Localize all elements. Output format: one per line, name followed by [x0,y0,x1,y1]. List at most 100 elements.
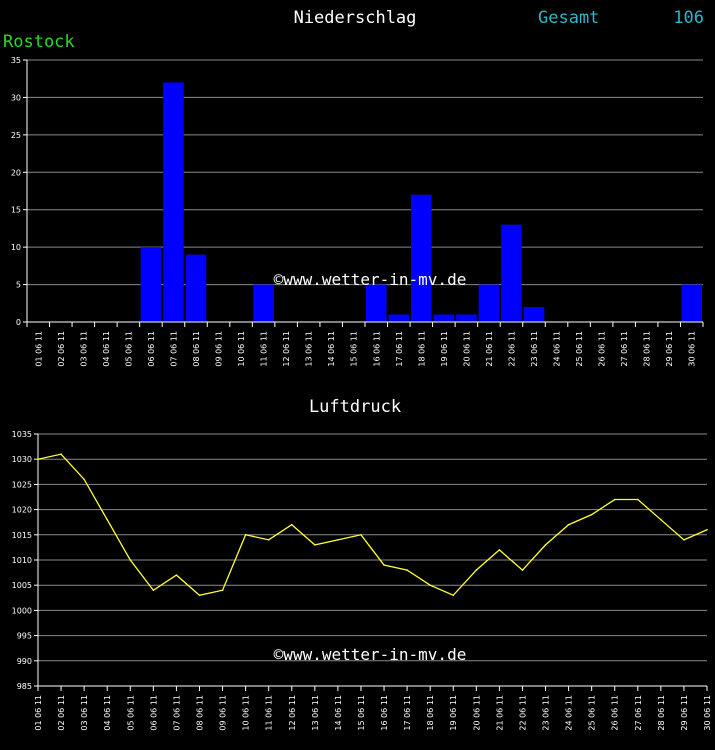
precipitation-chart: 0 5 10 15 20 25 30 35 01 06 11 02 06 11 03 06 11 04… [11,56,704,367]
x-tick-label: 02 06 11 [57,331,66,367]
x-tick-label: 15 06 11 [357,695,366,731]
x-tick-label: 01 06 11 [34,331,43,367]
point-25.06.11 [590,513,593,516]
point-21.06.11 [498,549,501,551]
x-tick-label: 30 06 11 [688,331,697,367]
bar-23.06.11 [523,307,545,322]
x-tick-label: 06 06 11 [149,695,158,731]
x-tick-label: 14 06 11 [327,331,336,367]
total-label: Gesamt [538,8,599,28]
x-tick-label: 23 06 11 [530,331,539,367]
y-tick-label: 10 [11,243,21,252]
precipitation-title: Niederschlag [294,8,417,28]
bar-18.06.11 [411,194,432,322]
x-tick-label: 13 06 11 [311,695,320,731]
point-22.06.11 [521,569,524,571]
x-tick-label: 28 06 11 [643,331,652,367]
x-tick-label: 18 06 11 [426,695,435,731]
point-17.06.11 [406,569,408,571]
x-tick-label: 16 06 11 [380,695,389,731]
x-tick-label: 18 06 11 [417,331,426,367]
y-tick-label: 1020 [12,506,32,515]
bar-22.06.11 [501,224,522,322]
x-tick-label: 21 06 11 [495,695,504,731]
x-tick-label: 25 06 11 [588,695,597,731]
point-04.06.11 [106,518,109,521]
bar-17.06.11 [388,314,410,322]
y-tick-label: 35 [11,56,21,65]
x-tick-label: 07 06 11 [172,695,181,731]
y-tick-label: 1000 [12,606,32,615]
x-tick-label: 06 06 11 [147,331,156,367]
y-tick-label: 995 [17,632,32,641]
x-tick-label: 19 06 11 [440,331,449,367]
point-10.06.11 [244,534,247,536]
pressure-title: Luftdruck [309,397,401,417]
y-tick-label: 1005 [12,581,32,590]
x-tick-label: 30 06 11 [703,695,712,731]
x-tick-label: 13 06 11 [305,331,314,367]
bar-30.06.11 [681,284,702,322]
point-23.06.11 [544,544,547,546]
y-tick-label: 15 [11,206,21,215]
pressure-line [37,453,708,597]
point-20.06.11 [475,569,478,571]
y-tick-label: 5 [16,281,21,290]
bar-07.06.11 [163,82,184,322]
point-16.06.11 [383,564,385,566]
y-tick-label: 1030 [12,455,32,464]
y-tick-label: 25 [11,131,21,140]
total-value: 106 [673,8,704,28]
x-tick-label: 20 06 11 [462,331,471,367]
y-tick-label: 1025 [12,480,32,489]
x-tick-label: 27 06 11 [634,695,643,731]
point-28.06.11 [660,518,662,521]
x-tick-label: 14 06 11 [334,695,343,731]
y-tick-label: 1035 [12,430,32,439]
y-tick-label: 985 [17,682,32,691]
x-tick-label: 05 06 11 [124,331,133,367]
bar-08.06.11 [185,254,207,322]
x-tick-label: 17 06 11 [403,695,412,731]
y-tick-label: 1015 [12,531,32,540]
x-tick-label: 24 06 11 [565,695,574,731]
x-tick-label: 08 06 11 [195,695,204,731]
x-tick-label: 27 06 11 [620,331,629,367]
point-15.06.11 [360,534,362,536]
x-tick-label: 12 06 11 [282,331,291,367]
x-tick-label: 19 06 11 [449,695,458,731]
point-09.06.11 [221,589,224,592]
x-tick-label: 29 06 11 [665,331,674,367]
bar-16.06.11 [366,284,387,322]
x-tick-label: 21 06 11 [485,331,494,367]
x-tick-label: 07 06 11 [169,331,178,367]
point-11.06.11 [267,539,270,541]
point-24.06.11 [567,523,570,526]
pressure-chart: 985 990 995 1000 1005 1010 1015 1020 1025 1030 103… [12,430,712,731]
x-tick-label: 20 06 11 [472,695,481,731]
y-tick-label: 30 [11,93,21,102]
point-14.06.11 [337,539,339,541]
x-tick-label: 11 06 11 [260,331,269,367]
x-tick-label: 01 06 11 [34,695,43,731]
point-12.06.11 [290,523,293,526]
x-tick-label: 05 06 11 [126,695,135,731]
point-06.06.11 [152,589,155,592]
x-tick-label: 15 06 11 [350,331,359,367]
x-tick-label: 09 06 11 [215,331,224,367]
x-tick-label: 10 06 11 [242,695,251,731]
x-tick-label: 29 06 11 [680,695,689,731]
bar-21.06.11 [478,284,500,322]
x-tick-label: 17 06 11 [395,331,404,367]
x-tick-label: 16 06 11 [372,331,381,367]
x-tick-label: 04 06 11 [102,331,111,367]
point-18.06.11 [429,584,431,586]
station-name: Rostock [3,32,75,52]
x-tick-label: 09 06 11 [219,695,228,731]
y-tick-label: 0 [16,318,21,327]
x-tick-label: 22 06 11 [507,331,516,367]
x-tick-label: 25 06 11 [575,331,584,367]
x-tick-label: 11 06 11 [265,695,274,731]
x-tick-label: 03 06 11 [80,695,89,731]
point-26.06.11 [613,498,616,501]
